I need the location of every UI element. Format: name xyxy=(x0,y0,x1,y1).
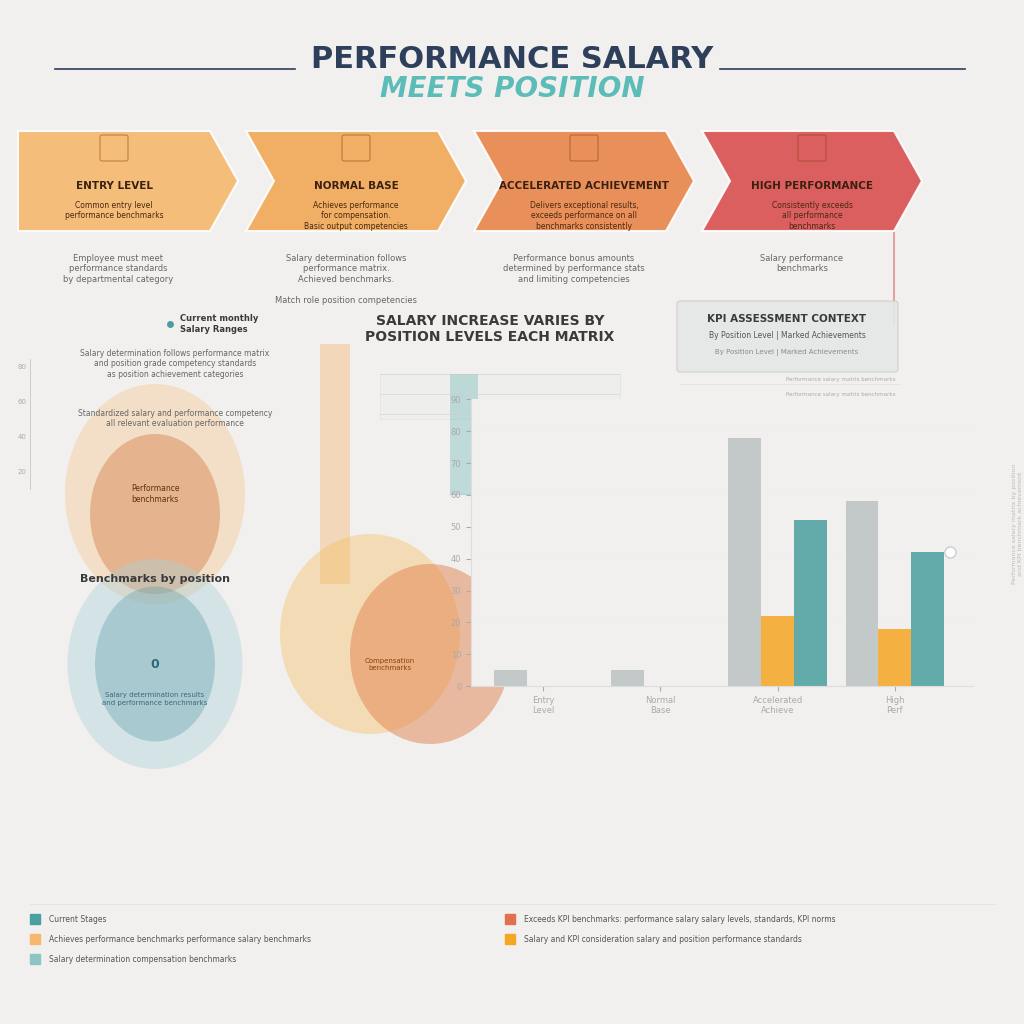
Text: ENTRY LEVEL: ENTRY LEVEL xyxy=(76,181,153,191)
Text: Compensation
benchmarks: Compensation benchmarks xyxy=(365,657,415,671)
Text: NORMAL BASE: NORMAL BASE xyxy=(313,181,398,191)
Ellipse shape xyxy=(95,587,215,741)
Ellipse shape xyxy=(65,384,245,604)
Text: 0: 0 xyxy=(151,657,160,671)
Text: ACCELERATED ACHIEVEMENT: ACCELERATED ACHIEVEMENT xyxy=(499,181,669,191)
Text: 60: 60 xyxy=(17,399,27,406)
Bar xyxy=(761,616,794,686)
Ellipse shape xyxy=(68,559,243,769)
Text: Performance
benchmarks: Performance benchmarks xyxy=(131,484,179,504)
Text: Salary determination results
and performance benchmarks: Salary determination results and perform… xyxy=(102,692,208,706)
Bar xyxy=(611,670,644,686)
Bar xyxy=(794,520,826,686)
Text: 40: 40 xyxy=(17,434,27,440)
Text: Delivers exceptional results,
exceeds performance on all
benchmarks consistently: Delivers exceptional results, exceeds pe… xyxy=(529,201,638,230)
Text: By Position Level | Marked Achievements: By Position Level | Marked Achievements xyxy=(716,348,859,355)
Ellipse shape xyxy=(280,534,460,734)
Text: Exceeds KPI benchmarks: performance salary salary levels, standards, KPI norms: Exceeds KPI benchmarks: performance sala… xyxy=(524,914,836,924)
Text: Salary determination compensation benchmarks: Salary determination compensation benchm… xyxy=(49,954,237,964)
Text: Performance salary matrix by position
and KPI benchmark achievement: Performance salary matrix by position an… xyxy=(1012,464,1023,584)
Text: Employee must meet
performance standards
by departmental category: Employee must meet performance standards… xyxy=(62,254,173,284)
Text: Current Stages: Current Stages xyxy=(49,914,106,924)
Text: SALARY INCREASE VARIES BY
POSITION LEVELS EACH MATRIX: SALARY INCREASE VARIES BY POSITION LEVEL… xyxy=(366,314,614,344)
Bar xyxy=(319,344,350,584)
Text: KPI ASSESSMENT CONTEXT: KPI ASSESSMENT CONTEXT xyxy=(708,314,866,324)
Text: Common entry level
performance benchmarks: Common entry level performance benchmark… xyxy=(65,201,163,220)
Text: Standardized salary and performance competency
all relevant evaluation performan: Standardized salary and performance comp… xyxy=(78,409,272,428)
Bar xyxy=(450,374,478,494)
Text: Performance salary matrix benchmarks: Performance salary matrix benchmarks xyxy=(785,392,895,397)
Text: 80: 80 xyxy=(17,364,27,370)
Text: Salary determination follows
performance matrix.
Achieved benchmarks.

Match rol: Salary determination follows performance… xyxy=(275,254,417,304)
Text: 20: 20 xyxy=(17,469,27,475)
Bar xyxy=(494,670,526,686)
Bar xyxy=(846,502,879,686)
Bar xyxy=(728,437,761,686)
Text: Salary and KPI consideration salary and position performance standards: Salary and KPI consideration salary and … xyxy=(524,935,802,943)
Bar xyxy=(911,552,944,686)
Text: Salary determination follows performance matrix
and position grade competency st: Salary determination follows performance… xyxy=(80,349,269,379)
FancyBboxPatch shape xyxy=(677,301,898,372)
Text: Performance bonus amounts
determined by performance stats
and limiting competenc: Performance bonus amounts determined by … xyxy=(503,254,645,284)
Text: Consistently exceeds
all performance
benchmarks: Consistently exceeds all performance ben… xyxy=(771,201,853,230)
Text: By Position Level | Marked Achievements: By Position Level | Marked Achievements xyxy=(709,332,865,341)
Ellipse shape xyxy=(90,434,220,594)
Text: Achieves performance
for compensation.
Basic output competencies: Achieves performance for compensation. B… xyxy=(304,201,408,230)
Polygon shape xyxy=(474,131,694,231)
Text: Performance salary matrix benchmarks: Performance salary matrix benchmarks xyxy=(785,407,895,412)
Polygon shape xyxy=(702,131,922,231)
FancyBboxPatch shape xyxy=(380,374,620,419)
Text: Salary performance
benchmarks: Salary performance benchmarks xyxy=(761,254,844,273)
Text: HIGH PERFORMANCE: HIGH PERFORMANCE xyxy=(751,181,873,191)
Text: PERFORMANCE SALARY: PERFORMANCE SALARY xyxy=(311,44,713,74)
Text: MEETS POSITION: MEETS POSITION xyxy=(380,75,644,103)
Text: Current monthly
Salary Ranges: Current monthly Salary Ranges xyxy=(180,314,258,334)
Bar xyxy=(879,629,911,686)
Polygon shape xyxy=(246,131,466,231)
Ellipse shape xyxy=(350,564,510,744)
Polygon shape xyxy=(18,131,238,231)
Text: Benchmarks by position: Benchmarks by position xyxy=(80,574,230,584)
Text: Achieves performance benchmarks performance salary benchmarks: Achieves performance benchmarks performa… xyxy=(49,935,311,943)
Text: Performance salary matrix benchmarks: Performance salary matrix benchmarks xyxy=(785,377,895,382)
